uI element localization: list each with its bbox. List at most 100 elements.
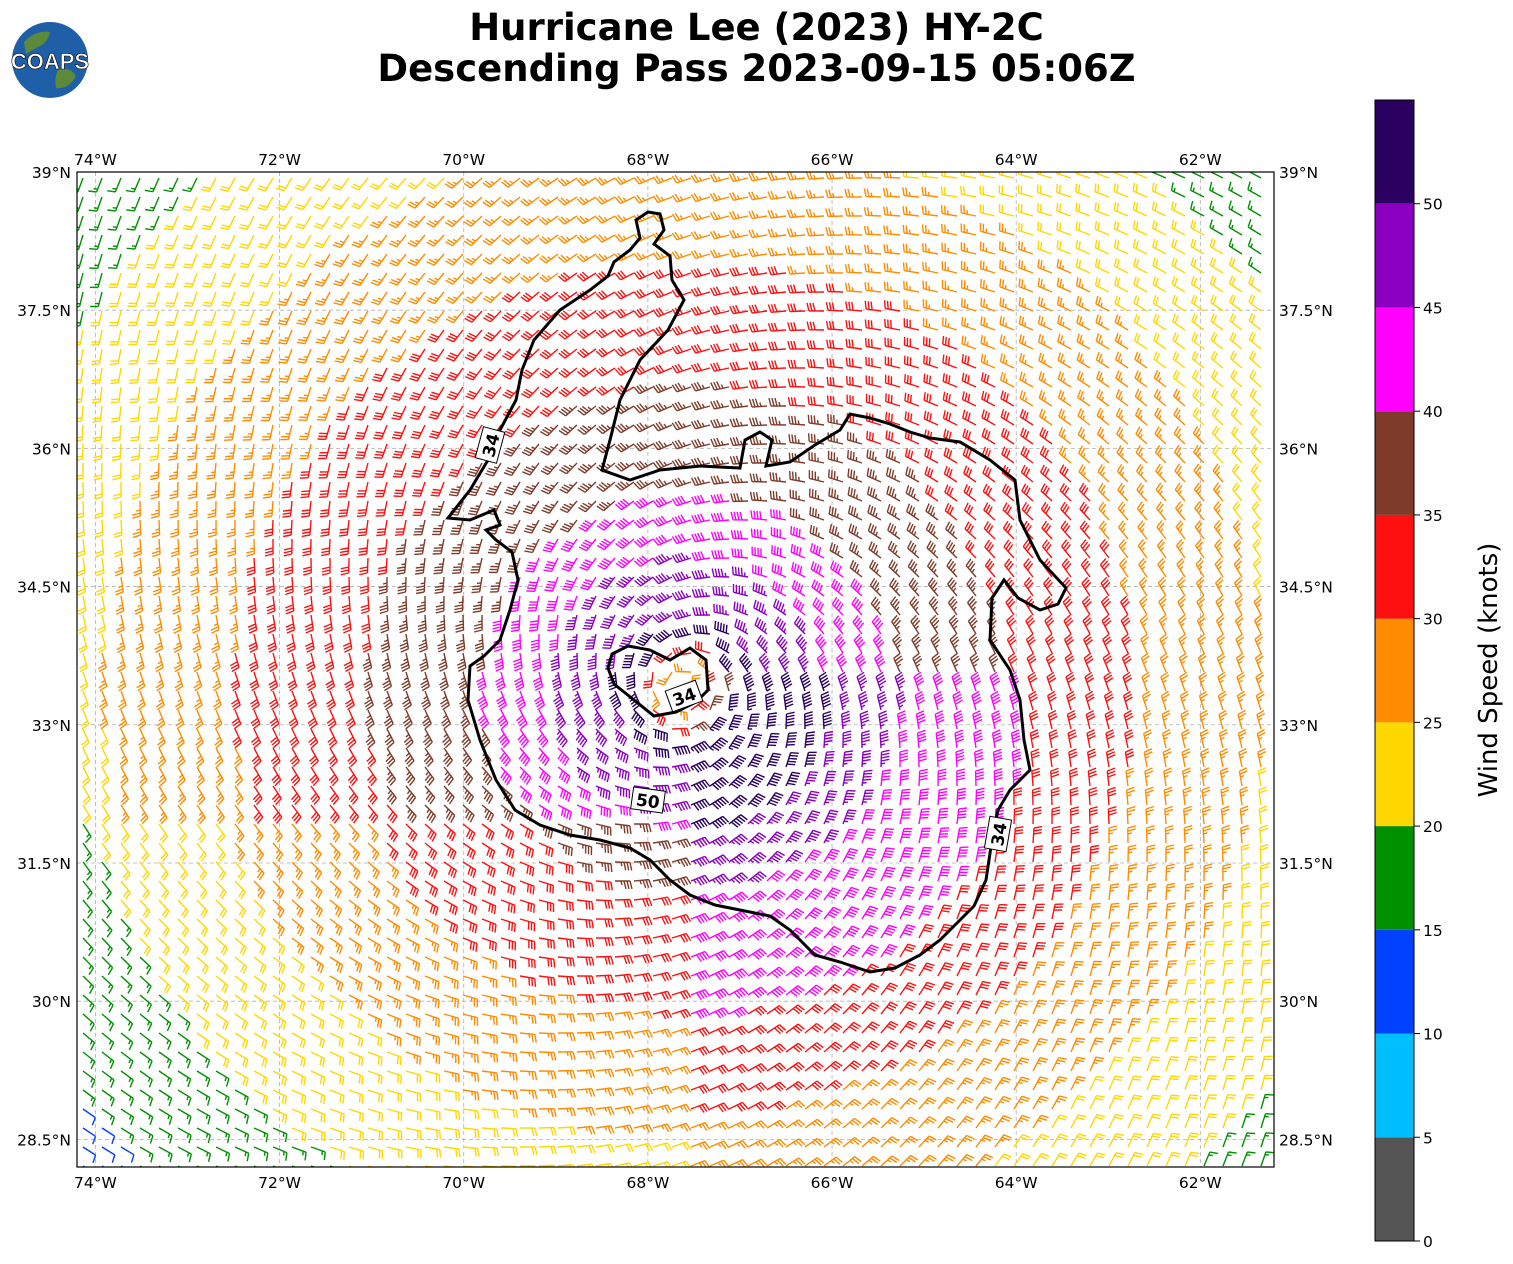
wind-barb-1656 — [420, 671, 430, 692]
wind-barb-2094 — [367, 804, 379, 824]
wind-barb-2941 — [899, 1039, 918, 1053]
wind-barb-525 — [464, 329, 483, 343]
wind-barb-1708 — [213, 690, 222, 711]
wind-barb-365 — [1018, 259, 1034, 274]
wind-barb-2942 — [918, 1039, 936, 1053]
wind-barb-495 — [1095, 295, 1110, 312]
wind-barb-872 — [1077, 408, 1091, 426]
wind-barb-519 — [352, 329, 369, 344]
wind-barb-350 — [729, 266, 749, 277]
wind-barb-373 — [1171, 257, 1186, 274]
wind-barb-2644 — [1241, 940, 1252, 958]
wind-barb-1487 — [792, 597, 806, 616]
wind-barb-2141 — [1258, 786, 1268, 806]
wind-barb-2582 — [1260, 920, 1271, 939]
wind-barb-2034 — [424, 785, 436, 805]
wind-barb-2337 — [196, 880, 208, 900]
wind-barb-2855 — [462, 1032, 479, 1045]
wind-barb-1485 — [753, 599, 768, 616]
wind-barb-3021 — [1222, 1055, 1236, 1072]
wind-barb-1537 — [548, 633, 559, 652]
wind-barb-1137 — [132, 519, 142, 539]
wind-barb-829 — [261, 424, 274, 441]
wind-barb-2730 — [481, 994, 498, 1007]
wind-barb-2923 — [557, 1051, 576, 1060]
wind-barb-3207 — [1165, 1113, 1181, 1129]
wind-barb-550 — [942, 317, 958, 331]
wind-barb-352 — [767, 266, 787, 276]
wind-barb-2065 — [1012, 767, 1022, 787]
wind-barb-1077 — [188, 500, 198, 519]
wind-barb-2397 — [139, 899, 151, 919]
wind-barb-1901 — [289, 747, 300, 768]
wind-barb-2360 — [633, 878, 653, 889]
wind-barb-2252 — [975, 826, 987, 844]
wind-barb-3117 — [652, 1104, 673, 1114]
wind-barb-1877 — [1028, 709, 1039, 730]
wind-barb-1881 — [1104, 709, 1115, 730]
wind-barb-238 — [998, 222, 1015, 236]
wind-barb-1208 — [283, 538, 293, 557]
wind-barb-1031 — [504, 481, 521, 496]
wind-barb-2576 — [1146, 921, 1158, 939]
wind-barb-1356 — [691, 569, 711, 580]
wind-barb-1423 — [772, 580, 787, 597]
wind-barb-2939 — [861, 1040, 880, 1053]
wind-barb-1310 — [1022, 539, 1034, 559]
wind-barb-2460 — [139, 918, 151, 938]
wind-barb-788 — [671, 401, 692, 412]
wind-barb-81 — [407, 196, 426, 209]
wind-barb-2369 — [804, 868, 823, 882]
wind-barb-1471 — [492, 614, 502, 633]
wind-barb-1646 — [230, 671, 241, 692]
wind-barb-335 — [445, 272, 464, 285]
wind-barb-262 — [258, 253, 274, 269]
wind-barb-277 — [539, 253, 559, 264]
wind-barb-762 — [186, 405, 198, 423]
wind-barb-673 — [884, 356, 901, 369]
colorbar-tick-7: 35 — [1423, 507, 1443, 525]
wind-barb-895 — [318, 443, 331, 460]
wind-barb-2307 — [823, 848, 840, 863]
wind-barb-1227 — [633, 535, 654, 548]
wind-barb-1616 — [853, 633, 866, 654]
wind-barb-13 — [313, 177, 331, 191]
wind-barb-211 — [482, 234, 502, 246]
wind-barb-1542 — [635, 632, 654, 647]
wind-barb-406 — [595, 290, 616, 301]
wind-barb-2655 — [253, 975, 267, 993]
wind-barb-812 — [1134, 388, 1148, 407]
wind-barb-466 — [539, 310, 559, 321]
wind-barb-637 — [204, 367, 217, 384]
wind-barb-2596 — [329, 956, 344, 974]
colorbar-segment-0 — [1375, 1137, 1414, 1241]
wind-barb-3052 — [614, 1086, 634, 1096]
wind-barb-2295 — [595, 861, 613, 873]
wind-barb-114 — [1036, 184, 1053, 198]
wind-barb-3184 — [728, 1120, 749, 1130]
wind-barb-2282 — [348, 861, 361, 880]
wind-barb-483 — [864, 300, 882, 312]
wind-barb-1887 — [1218, 709, 1228, 730]
wind-barb-99 — [748, 191, 768, 201]
wind-barb-3045 — [481, 1089, 499, 1100]
wind-barb-418 — [825, 283, 844, 293]
wind-barb-355 — [825, 264, 844, 274]
wind-barb-315 — [77, 272, 84, 289]
wind-barb-455 — [333, 310, 350, 325]
wind-barb-251 — [1247, 218, 1262, 236]
wind-barb-2774 — [120, 1013, 134, 1032]
wind-barb-1754 — [1084, 671, 1095, 692]
wind-barb-2444 — [1032, 884, 1045, 901]
wind-barb-2413 — [443, 899, 458, 916]
wind-barb-859 — [827, 413, 844, 426]
wind-barb-2776 — [158, 1013, 172, 1032]
wind-barb-1866 — [822, 710, 832, 730]
wind-barb-2186 — [918, 808, 930, 825]
wind-barb-1614 — [815, 633, 827, 654]
wind-barb-1081 — [263, 500, 274, 518]
wind-barb-1850 — [517, 728, 529, 749]
wind-barb-1105 — [710, 493, 730, 504]
wind-barb-2436 — [880, 886, 897, 901]
wind-barb-2135 — [1144, 786, 1154, 806]
